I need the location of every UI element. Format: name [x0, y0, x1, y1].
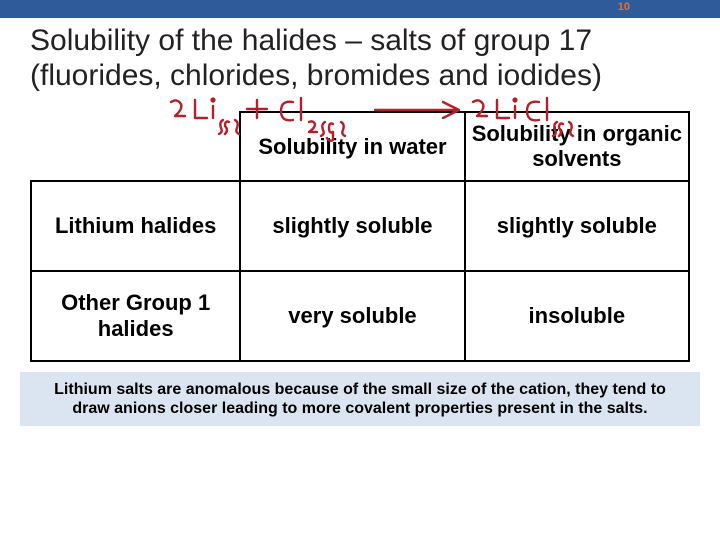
cell-lithium-water: slightly soluble	[240, 181, 464, 271]
column-header-water: Solubility in water	[240, 112, 464, 181]
table-corner-empty	[31, 112, 240, 181]
slide-number: 10	[618, 1, 630, 13]
footer-note: Lithium salts are anomalous because of t…	[20, 372, 700, 426]
solubility-table: Solubility in water Solubility in organi…	[30, 111, 690, 362]
row-header-other: Other Group 1 halides	[31, 271, 240, 361]
column-header-organic: Solubility in organic solvents	[465, 112, 689, 181]
cell-other-organic: insoluble	[465, 271, 689, 361]
cell-lithium-organic: slightly soluble	[465, 181, 689, 271]
top-bar: 10	[0, 0, 720, 18]
row-header-lithium: Lithium halides	[31, 181, 240, 271]
slide-title: Solubility of the halides – salts of gro…	[0, 18, 720, 93]
cell-other-water: very soluble	[240, 271, 464, 361]
